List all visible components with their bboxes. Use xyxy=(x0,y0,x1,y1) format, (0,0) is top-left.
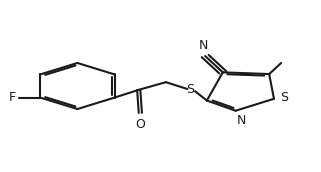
Text: N: N xyxy=(199,39,208,52)
Text: N: N xyxy=(237,115,247,127)
Text: O: O xyxy=(135,118,145,131)
Text: S: S xyxy=(280,91,288,104)
Text: S: S xyxy=(186,83,194,96)
Text: F: F xyxy=(8,91,15,104)
